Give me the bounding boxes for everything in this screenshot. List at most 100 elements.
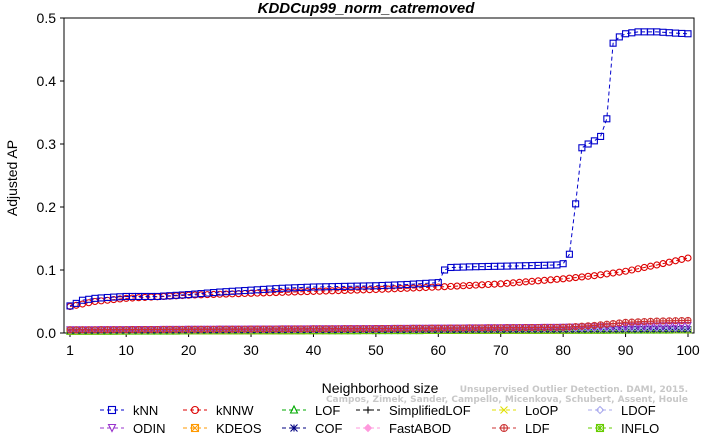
series-point-ldf-8 — [110, 326, 118, 334]
series-point-ldof-99 — [677, 324, 686, 332]
series-point-ldf-2 — [72, 326, 80, 334]
series-point-ldf-73 — [515, 324, 524, 332]
x-tick-label-3: 30 — [243, 342, 259, 358]
y-tick-label-0: 0.0 — [37, 325, 57, 341]
series-point-ldf-100 — [684, 316, 692, 324]
series-point-ldf-35 — [278, 325, 286, 333]
legend-label-cof: COF — [315, 421, 343, 434]
series-point-ldf-51 — [378, 324, 386, 333]
chart-title: KDDCup99_norm_catremoved — [258, 0, 476, 17]
series-point-ldf-32 — [259, 325, 268, 333]
series-point-ldf-7 — [103, 326, 112, 334]
legend-label-knn: kNN — [133, 403, 158, 418]
series-point-ldf-6 — [97, 326, 105, 334]
series-point-ldf-52 — [384, 324, 392, 333]
series-point-ldf-72 — [509, 324, 517, 332]
legend-marker-knnw — [190, 405, 200, 415]
series-point-ldf-90 — [622, 318, 630, 326]
legend-marker-inflo — [595, 423, 605, 433]
series-point-ldf-16 — [160, 325, 168, 334]
series-point-ldf-67 — [478, 324, 486, 332]
series-point-ldf-75 — [528, 323, 536, 332]
series-point-ldf-11 — [128, 326, 136, 334]
legend-label-lof: LOF — [315, 403, 340, 418]
series-point-ldf-77 — [540, 323, 548, 332]
legend-marker-loop — [500, 406, 508, 414]
legend-label-loop: LoOP — [525, 403, 558, 418]
x-tick-label-9: 90 — [618, 342, 634, 358]
series-point-knn-82 — [572, 200, 580, 208]
series-point-ldf-97 — [665, 317, 673, 325]
legend-marker-ldf — [499, 423, 509, 433]
legend-marker-knn — [107, 405, 117, 415]
series-point-ldf-80 — [559, 323, 567, 331]
series-point-ldf-76 — [534, 323, 542, 332]
series-point-ldf-17 — [166, 325, 174, 333]
series-point-ldf-33 — [266, 325, 274, 333]
series-point-ldf-20 — [185, 325, 193, 333]
series-point-ldof-94 — [646, 324, 655, 332]
series-point-ldf-30 — [247, 325, 255, 333]
series-point-ldf-37 — [291, 325, 299, 333]
series-point-ldf-88 — [609, 319, 617, 328]
series-point-knn-86 — [597, 132, 605, 140]
series-point-ldf-3 — [78, 326, 87, 334]
series-point-ldf-71 — [503, 324, 511, 332]
series-point-ldof-88 — [609, 324, 617, 333]
series-point-ldf-98 — [671, 317, 680, 325]
x-tick-label-2: 20 — [181, 342, 197, 358]
series-point-ldf-79 — [553, 323, 561, 331]
series-point-ldf-66 — [472, 324, 480, 332]
x-tick-label-1: 10 — [118, 342, 134, 358]
series-point-ldof-95 — [653, 324, 661, 332]
series-point-ldf-68 — [484, 324, 492, 332]
legend-marker-cof — [290, 424, 298, 432]
legend-label-odin: ODIN — [133, 421, 166, 434]
series-point-ldf-58 — [422, 324, 430, 332]
watermark-line-1: Unsupervised Outlier Detection. DAMI, 20… — [460, 385, 688, 395]
series-point-ldof-90 — [621, 324, 630, 332]
legend-marker-simplifiedlof — [364, 406, 372, 414]
series-point-knn-60 — [434, 279, 442, 287]
series-point-ldf-65 — [465, 324, 474, 332]
y-tick-label-2: 0.2 — [37, 199, 57, 215]
series-point-ldf-42 — [322, 325, 330, 333]
y-tick-label-5: 0.5 — [37, 10, 57, 26]
legend-marker-odin — [107, 423, 117, 433]
series-point-ldof-100 — [684, 324, 692, 332]
series-point-ldf-69 — [490, 324, 499, 332]
series-point-knn-81 — [565, 250, 573, 258]
series-point-ldf-43 — [328, 325, 336, 333]
series-point-ldf-94 — [646, 317, 655, 325]
series-point-ldf-50 — [372, 325, 380, 333]
x-tick-label-4: 40 — [306, 342, 322, 358]
series-point-ldf-21 — [191, 325, 199, 333]
series-point-ldf-85 — [590, 321, 598, 329]
legend-label-kdeos: KDEOS — [216, 421, 262, 434]
series-point-ldof-93 — [640, 324, 649, 332]
series-point-ldof-87 — [603, 324, 611, 333]
series-point-ldf-91 — [628, 318, 636, 326]
series-point-ldf-86 — [597, 321, 605, 329]
legend-marker-kdeos — [190, 423, 200, 433]
series-point-ldf-61 — [440, 324, 449, 332]
series-point-ldf-53 — [391, 324, 399, 333]
series-point-ldf-38 — [297, 325, 305, 333]
series-point-ldf-59 — [428, 324, 436, 332]
series-point-ldf-56 — [409, 324, 417, 332]
series-point-ldf-25 — [216, 325, 224, 333]
legend-label-ldf: LDF — [525, 421, 550, 434]
series-point-ldf-36 — [284, 325, 293, 333]
x-tick-label-10: 100 — [676, 342, 700, 358]
series-point-ldof-96 — [659, 324, 667, 332]
series-point-ldf-26 — [222, 325, 230, 333]
series-point-ldof-97 — [665, 324, 674, 332]
x-axis-label: Neighborhood size — [322, 380, 439, 396]
series-point-ldf-82 — [572, 323, 580, 331]
series-point-ldof-92 — [634, 324, 642, 332]
series-point-ldf-74 — [522, 324, 530, 332]
x-tick-label-8: 80 — [555, 342, 571, 358]
series-point-ldf-93 — [640, 317, 648, 326]
series-point-ldf-31 — [253, 325, 261, 333]
